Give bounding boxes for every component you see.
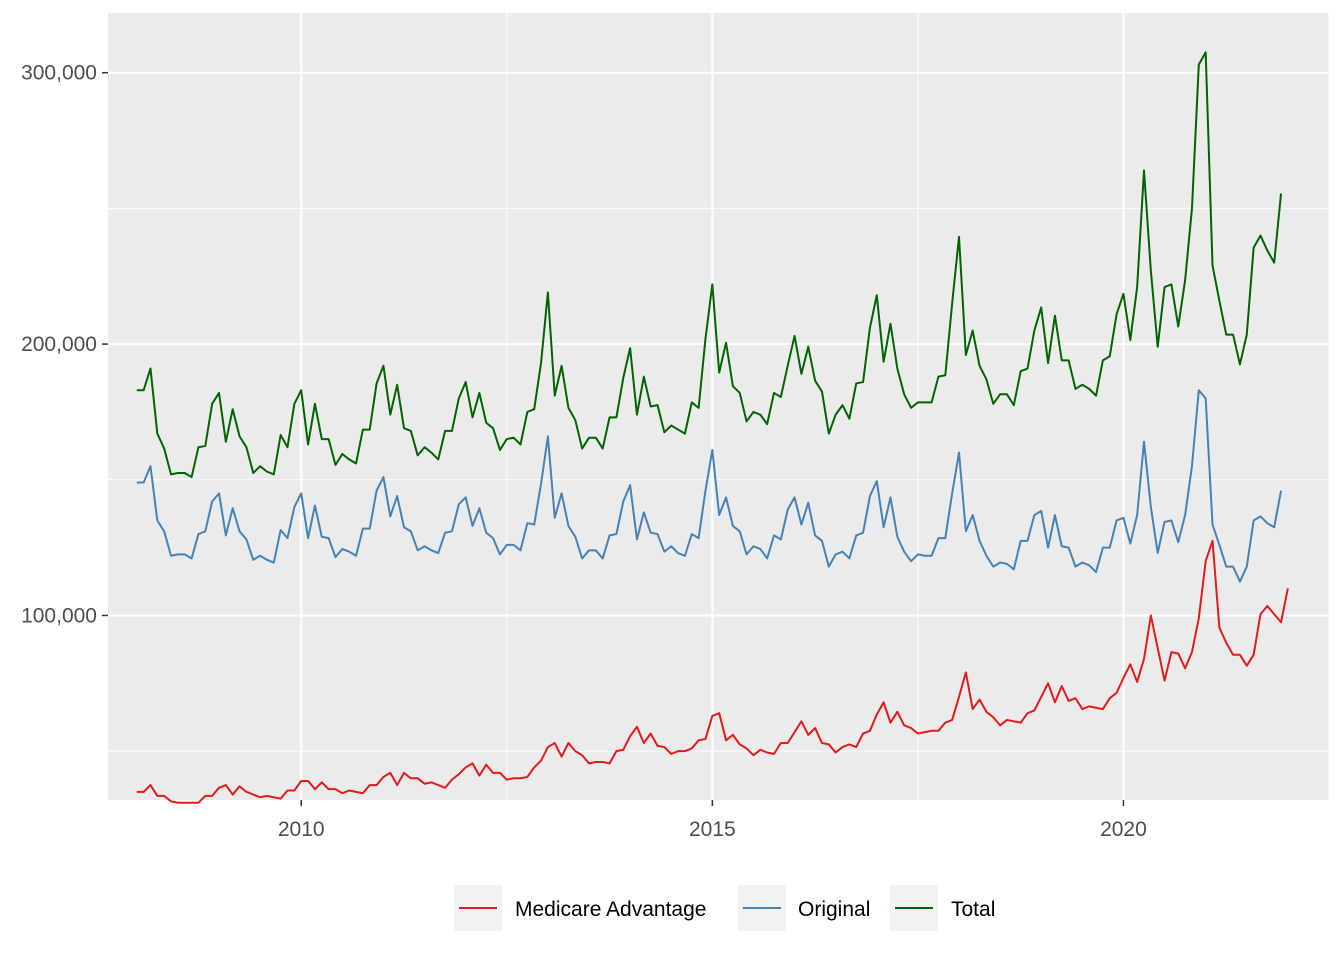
y-tick-label-2: 300,000: [21, 62, 97, 85]
legend-label-medicare-advantage: Medicare Advantage: [515, 898, 706, 921]
major-grid-y: [108, 71, 1329, 617]
y-tick-label-0: 100,000: [21, 604, 97, 627]
panel-background: [108, 13, 1329, 800]
x-tick-label-0: 2010: [278, 818, 325, 841]
y-tick-label-1: 200,000: [21, 333, 97, 356]
series-line-total: [136, 51, 1283, 479]
series-line-original: [136, 389, 1283, 583]
series-line-medicare-advantage: [136, 539, 1289, 804]
x-tick-label-2: 2020: [1100, 818, 1147, 841]
legend-label-original: Original: [798, 898, 870, 921]
major-grid-x: [300, 13, 1125, 800]
series-layer: [136, 51, 1289, 804]
y-axis: 100,000 200,000 300,000: [21, 62, 108, 627]
legend: Medicare Advantage Original Total: [454, 885, 995, 931]
minor-grid-y: [108, 207, 1329, 752]
minor-grid-x: [506, 13, 1330, 800]
x-tick-label-1: 2015: [689, 818, 736, 841]
legend-label-total: Total: [951, 898, 995, 921]
x-axis: 2010 2015 2020: [278, 800, 1147, 841]
